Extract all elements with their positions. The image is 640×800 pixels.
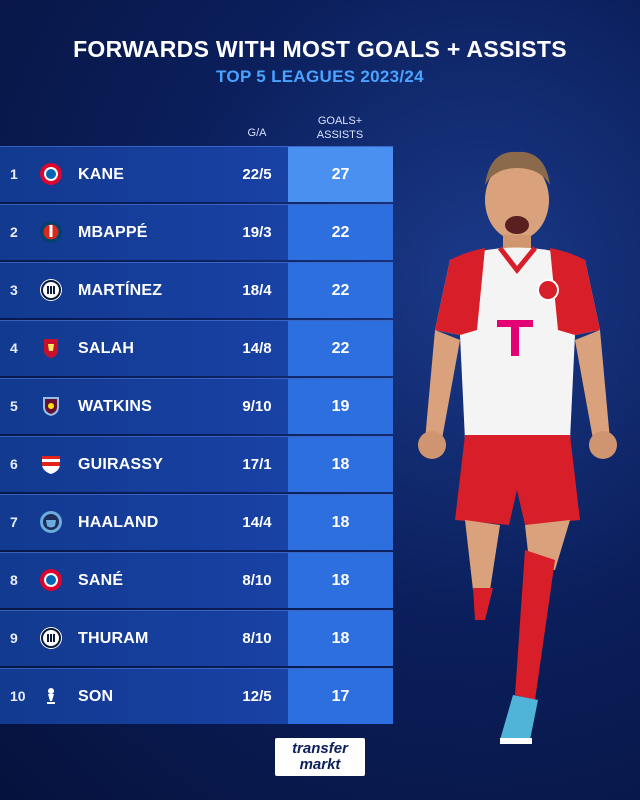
table-row: 2 MBAPPÉ 19/3 22: [0, 204, 393, 260]
bayern-crest-icon: [40, 163, 62, 185]
psg-crest-icon: [40, 221, 62, 243]
table-row: 6 GUIRASSY 17/1 18: [0, 436, 393, 492]
goals-assists-total: 22: [288, 321, 393, 376]
column-header-ga: G/A: [247, 127, 267, 139]
goals-assists-split: 14/4: [242, 514, 272, 531]
goals-assists-total: 27: [288, 147, 393, 202]
man-city-crest-icon: [40, 511, 62, 533]
row-rank: 3: [10, 282, 18, 298]
column-header-total: GOALS+ ASSISTS: [290, 114, 390, 142]
table-row: 10 SON 12/5 17: [0, 668, 393, 724]
goals-assists-total: 22: [288, 205, 393, 260]
liverpool-crest-icon: [44, 339, 58, 358]
goals-assists-total: 18: [288, 495, 393, 550]
player-name: MARTÍNEZ: [78, 282, 163, 299]
goals-assists-split: 8/10: [242, 572, 272, 589]
goals-assists-total: 18: [288, 611, 393, 666]
table-row: 1 KANE 22/5 27: [0, 146, 393, 202]
goals-assists-split: 8/10: [242, 630, 272, 647]
row-rank: 2: [10, 224, 18, 240]
column-header-total-line1: GOALS+: [317, 115, 363, 127]
goals-assists-split: 19/3: [242, 224, 272, 241]
logo-text-line1: transfer: [292, 740, 348, 757]
player-name: GUIRASSY: [78, 456, 164, 473]
goals-assists-total: 18: [288, 553, 393, 608]
table-row: 9 THURAM 8/10 18: [0, 610, 393, 666]
goals-assists-split: 17/1: [242, 456, 272, 473]
page-subtitle: TOP 5 LEAGUES 2023/24: [216, 67, 424, 86]
row-rank: 9: [10, 630, 18, 646]
player-name: WATKINS: [78, 398, 152, 415]
goals-assists-split: 22/5: [242, 166, 272, 183]
row-rank: 8: [10, 572, 18, 588]
player-name: SANÉ: [78, 572, 124, 589]
player-name: MBAPPÉ: [78, 224, 148, 241]
table-row: 4 SALAH 14/8 22: [0, 320, 393, 376]
row-rank: 10: [10, 688, 26, 704]
logo-text-line2: markt: [299, 756, 341, 773]
player-name: THURAM: [78, 630, 149, 647]
ranking-table: 1 KANE 22/5 27 2 MBAPPÉ 19/3 22 3 MARTÍNEZ 18/4 22 4…: [0, 146, 393, 726]
goals-assists-total: 17: [288, 669, 393, 724]
goals-assists-split: 12/5: [242, 688, 272, 705]
logo-background: [275, 738, 365, 776]
row-rank: 7: [10, 514, 18, 530]
player-illustration: [418, 151, 617, 744]
row-rank: 1: [10, 166, 18, 182]
goals-assists-total: 22: [288, 263, 393, 318]
table-row: 7 HAALAND 14/4 18: [0, 494, 393, 550]
column-header-total-line2: ASSISTS: [316, 129, 364, 141]
stuttgart-crest-icon: [42, 456, 60, 474]
goals-assists-total: 18: [288, 437, 393, 492]
row-rank: 5: [10, 398, 18, 414]
transfermarkt-logo: transfer markt: [275, 738, 365, 776]
goals-assists-total: 19: [288, 379, 393, 434]
player-name: HAALAND: [78, 514, 159, 531]
goals-assists-split: 14/8: [242, 340, 272, 357]
player-name: SALAH: [78, 340, 135, 357]
bayern-crest-icon: [40, 569, 62, 591]
row-rank: 4: [10, 340, 18, 356]
aston-villa-crest-icon: [43, 397, 59, 416]
row-rank: 6: [10, 456, 18, 472]
table-row: 3 MARTÍNEZ 18/4 22: [0, 262, 393, 318]
player-name: SON: [78, 688, 114, 705]
goals-assists-split: 18/4: [242, 282, 272, 299]
inter-crest-icon: [40, 627, 62, 649]
player-name: KANE: [78, 166, 125, 183]
page-title: FORWARDS WITH MOST GOALS + ASSISTS: [73, 36, 567, 62]
table-row: 5 WATKINS 9/10 19: [0, 378, 393, 434]
tottenham-crest-icon: [47, 688, 55, 704]
table-row: 8 SANÉ 8/10 18: [0, 552, 393, 608]
inter-crest-icon: [40, 279, 62, 301]
goals-assists-split: 9/10: [242, 398, 272, 415]
